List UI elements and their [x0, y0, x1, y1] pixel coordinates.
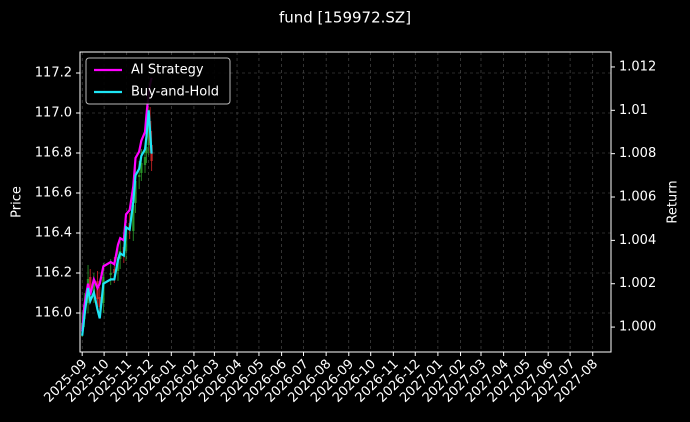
legend-label: AI Strategy [131, 63, 204, 78]
y2-tick-label: 1.012 [619, 59, 656, 74]
candle-body [137, 175, 141, 177]
candle-body [98, 297, 101, 307]
y-tick-label: 117.2 [35, 66, 72, 81]
y-tick-label: 116.6 [35, 186, 72, 201]
y2-tick-label: 1.008 [619, 146, 656, 161]
legend-label: Buy-and-Hold [131, 85, 219, 100]
y-tick-label: 116.2 [35, 266, 72, 281]
y2-tick-label: 1.002 [619, 276, 656, 291]
series-line [81, 110, 153, 336]
y2-tick-label: 1.004 [619, 233, 656, 248]
y-axis-label: Price [10, 186, 25, 218]
candle-body [147, 123, 150, 145]
y2-axis-label: Return [666, 180, 681, 223]
candle-body [145, 147, 148, 153]
plot-frame [79, 51, 612, 353]
candle-body [89, 277, 92, 291]
series-line [81, 77, 153, 332]
chart-title: fund [159972.SZ] [279, 9, 411, 27]
candle-body [134, 181, 137, 203]
candle-body [143, 157, 147, 165]
y-tick-label: 116.4 [35, 226, 72, 241]
candle-body [92, 283, 96, 293]
y2-tick-label: 1.006 [619, 190, 656, 205]
candle-body [140, 163, 143, 173]
y-tick-label: 116.8 [35, 146, 72, 161]
candle-body [113, 269, 116, 273]
y2-tick-label: 1.000 [619, 320, 656, 335]
candle-body [132, 205, 135, 231]
y-tick-label: 117.0 [35, 106, 72, 121]
y-tick-label: 116.0 [35, 306, 72, 321]
candle-body [109, 273, 112, 275]
y2-tick-label: 1.01 [619, 103, 648, 118]
